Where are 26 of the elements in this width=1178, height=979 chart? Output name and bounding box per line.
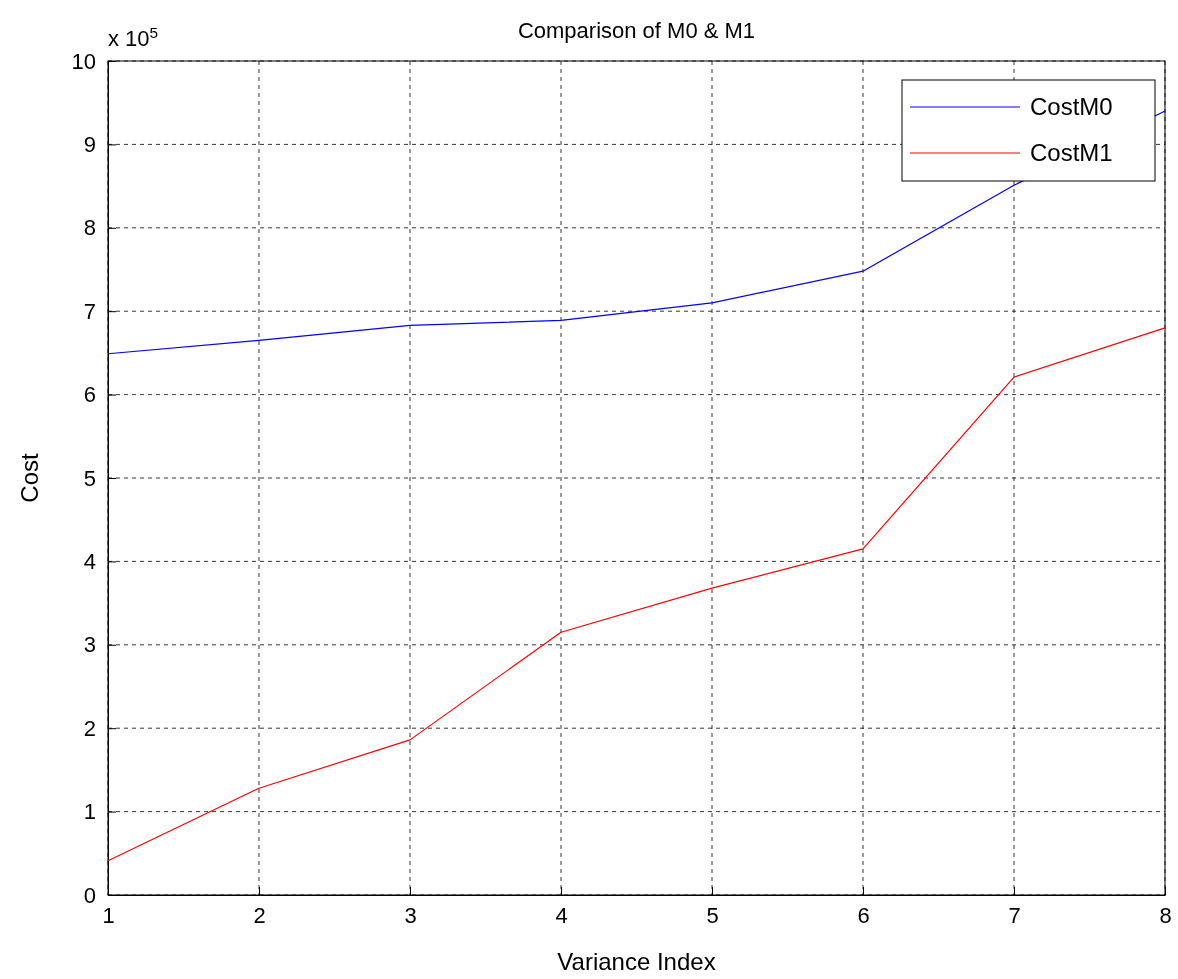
y-tick-label: 2 <box>83 715 96 741</box>
y-tick-label: 0 <box>83 882 96 908</box>
y-tick-label: 3 <box>83 632 96 658</box>
y-tick-label: 10 <box>71 48 96 74</box>
x-tick-label: 1 <box>102 902 115 928</box>
y-tick-label: 9 <box>83 131 96 157</box>
y-tick-label: 8 <box>83 215 96 241</box>
text: x 10$^{5}$ <box>108 23 159 51</box>
x-tick-label: 5 <box>706 902 719 928</box>
legend-label: CostM1 <box>1030 139 1113 166</box>
x-tick-label: 3 <box>404 902 417 928</box>
y-axis-title: Cost <box>16 453 43 503</box>
chart-title: Comparison of M0 & M1 <box>517 18 756 43</box>
y-tick-label: 7 <box>83 298 96 324</box>
y-tick-label: 6 <box>83 382 96 408</box>
y-tick-label: 5 <box>83 465 96 491</box>
x-tick-label: 6 <box>857 902 870 928</box>
x-tick-label: 8 <box>1159 902 1172 928</box>
y-tick-label: 1 <box>83 799 96 825</box>
x-tick-label: 7 <box>1008 902 1021 928</box>
y-tick-label: 4 <box>83 548 96 574</box>
x-tick-label: 2 <box>253 902 266 928</box>
line-series <box>107 327 1166 862</box>
x-tick-label: 4 <box>555 902 568 928</box>
x-axis-title: Variance Index <box>557 948 716 975</box>
legend-label: CostM0 <box>1030 93 1113 120</box>
